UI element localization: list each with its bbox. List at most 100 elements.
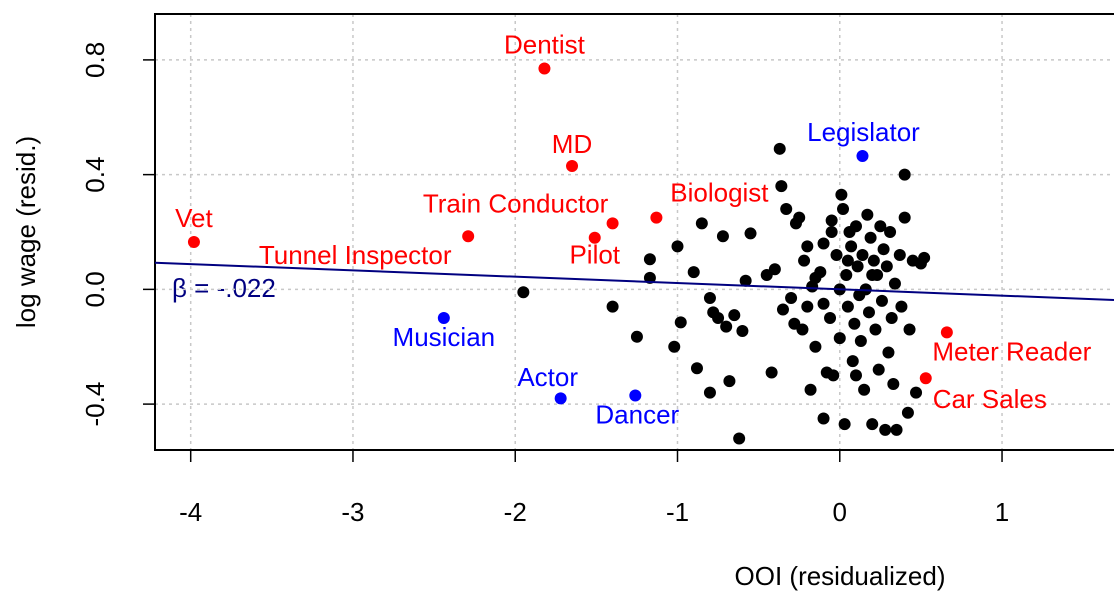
point: [817, 412, 830, 425]
y-tick-label: 0.4: [80, 157, 110, 193]
point: [903, 323, 916, 336]
point-label: Meter Reader: [932, 336, 1091, 366]
point-label: Dentist: [504, 29, 586, 59]
point: [744, 227, 757, 240]
point: [910, 386, 923, 399]
point: [801, 300, 814, 313]
point: [887, 378, 900, 391]
point: [845, 240, 858, 253]
point: [773, 142, 786, 155]
point: [643, 253, 656, 266]
point: [856, 248, 869, 261]
point: [838, 418, 851, 431]
point: [817, 237, 830, 250]
point: [801, 240, 814, 253]
point: [796, 323, 809, 336]
point: [723, 375, 736, 388]
point: [827, 369, 840, 382]
point: [668, 340, 681, 353]
annotation: β = -.022: [172, 273, 276, 303]
labeled-point: [588, 231, 601, 244]
point: [728, 309, 741, 322]
point: [849, 369, 862, 382]
labeled-point: [437, 312, 450, 325]
point: [671, 240, 684, 253]
point: [712, 312, 725, 325]
point: [687, 266, 700, 279]
point: [841, 300, 854, 313]
x-axis-title: OOI (residualized): [735, 561, 946, 591]
point: [809, 271, 822, 284]
x-tick-label: -1: [666, 497, 689, 527]
point-label: Dancer: [595, 399, 679, 429]
point: [879, 423, 892, 436]
point-label: MD: [552, 129, 592, 159]
point-label: Train Conductor: [423, 188, 609, 218]
x-tick-label: -2: [504, 497, 527, 527]
point: [720, 320, 733, 333]
point: [733, 432, 746, 445]
point: [606, 300, 619, 313]
y-tick-label: 0.0: [80, 271, 110, 307]
point: [817, 297, 830, 310]
point: [862, 306, 875, 319]
point: [851, 260, 864, 273]
point: [885, 312, 898, 325]
point: [890, 423, 903, 436]
point: [898, 168, 911, 181]
point: [898, 211, 911, 224]
point: [861, 208, 874, 221]
point: [824, 312, 837, 325]
point: [918, 251, 931, 264]
x-tick-label: 1: [995, 497, 1009, 527]
labeled-point: [856, 149, 869, 162]
point: [884, 226, 897, 238]
y-axis-title: log wage (resid.): [11, 136, 41, 328]
point: [867, 254, 880, 267]
labeled-point: [462, 230, 475, 243]
point: [809, 340, 822, 353]
point: [872, 363, 885, 376]
labeled-point: [629, 389, 642, 402]
point: [825, 214, 838, 227]
point: [765, 366, 778, 379]
x-tick-label: 0: [833, 497, 847, 527]
point: [858, 383, 871, 396]
point: [888, 277, 901, 290]
point: [703, 291, 716, 304]
point: [874, 220, 887, 233]
point: [703, 386, 716, 399]
point: [798, 254, 811, 267]
point: [793, 211, 806, 224]
labeled-point: [566, 160, 579, 173]
point: [837, 203, 850, 216]
labeled-point: [554, 392, 567, 405]
point-label: Pilot: [569, 240, 620, 270]
point: [846, 355, 859, 368]
point: [835, 188, 848, 201]
point: [804, 383, 817, 396]
point: [775, 180, 788, 193]
point-label: Tunnel Inspector: [259, 240, 452, 270]
fit-line: [154, 261, 1114, 301]
point: [780, 203, 793, 216]
point: [768, 263, 781, 276]
point: [849, 220, 862, 233]
labeled-point: [940, 326, 953, 339]
point: [882, 346, 895, 359]
point: [825, 226, 838, 238]
point: [776, 303, 789, 316]
point-label: Legislator: [807, 117, 920, 147]
labeled-point: [919, 372, 932, 385]
point: [840, 269, 853, 282]
point: [785, 291, 798, 304]
y-tick-label: 0.8: [80, 42, 110, 78]
point: [833, 332, 846, 345]
x-tick-label: -4: [179, 497, 202, 527]
labeled-point: [538, 62, 551, 75]
point: [848, 317, 861, 330]
labeled-point: [650, 211, 663, 224]
point: [869, 323, 882, 336]
point-label: Musician: [393, 322, 496, 352]
point: [854, 335, 867, 347]
